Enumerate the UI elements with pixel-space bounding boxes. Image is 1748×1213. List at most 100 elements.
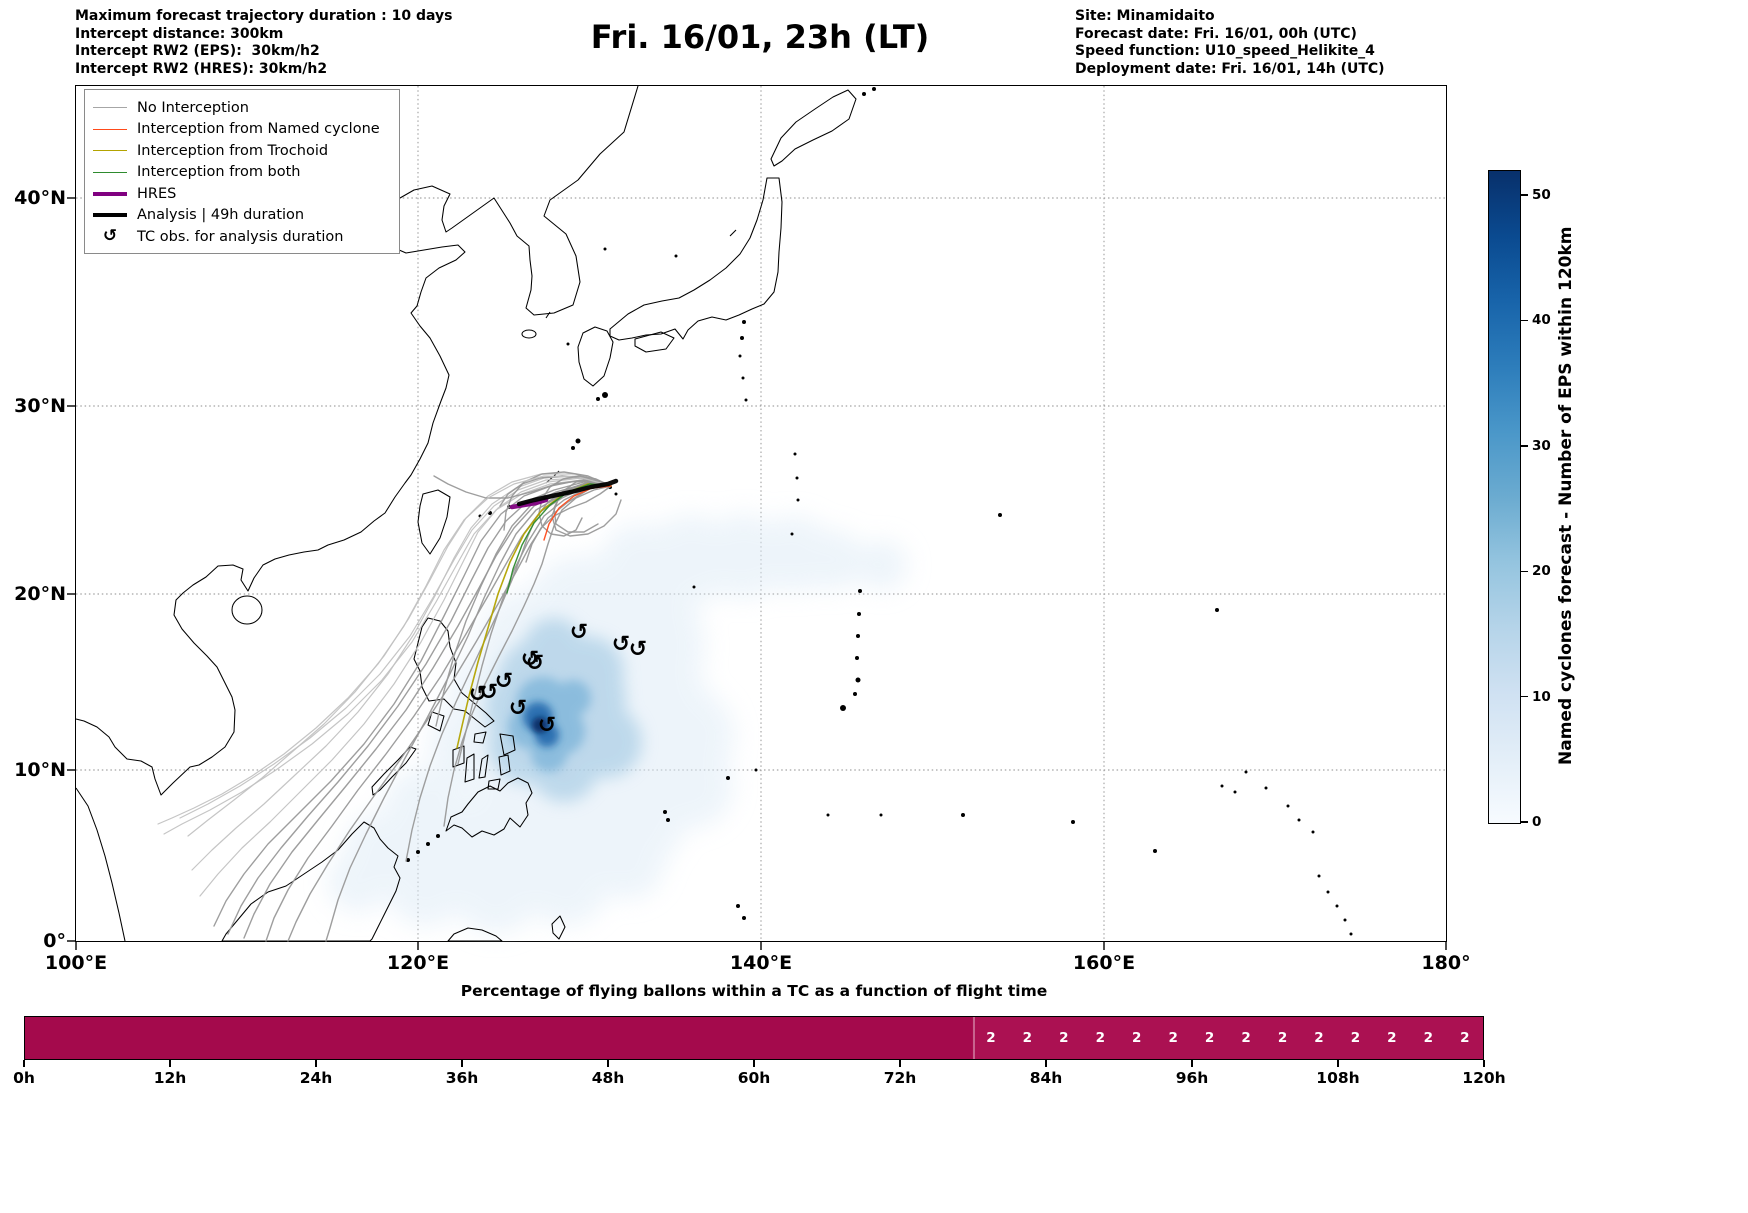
island-dot xyxy=(426,842,430,846)
island-dot xyxy=(436,834,440,838)
trajectory xyxy=(538,475,612,537)
heat-blob xyxy=(555,680,591,716)
tc-observation-marker: ↺ xyxy=(495,669,513,694)
colorbar-tick-label: 20 xyxy=(1532,563,1551,580)
tc-observation-marker: ↺ xyxy=(509,696,527,721)
strip-segment-divider xyxy=(972,1017,975,1059)
strip-axis-tick xyxy=(169,1060,171,1067)
island-dot xyxy=(741,376,745,380)
colorbar-tick-label: 40 xyxy=(1532,312,1551,329)
coast-halmahera xyxy=(551,915,566,940)
coast-kyushu xyxy=(577,326,614,387)
info-speed-function: Speed function: U10_speed_Helikite_4 xyxy=(1075,43,1375,59)
site-info-block: Site: Minamidaito Forecast date: Fri. 16… xyxy=(1075,8,1385,78)
island-dot xyxy=(795,476,799,480)
coast-shikoku xyxy=(634,331,675,353)
map-legend: No Interception Interception from Named c… xyxy=(84,89,400,254)
legend-line-swatch xyxy=(93,128,127,130)
coast-tsushima xyxy=(545,311,551,319)
coast-borneo xyxy=(221,821,401,942)
island-dot xyxy=(740,336,744,340)
legend-line-swatch xyxy=(93,213,127,218)
island-dot xyxy=(663,810,667,814)
island-dot xyxy=(1153,849,1157,853)
trajectory xyxy=(499,475,612,507)
heat-blob xyxy=(531,736,567,772)
heat-blob xyxy=(524,841,608,925)
strip-value-label: 2 xyxy=(1314,1030,1324,1046)
strip-axis-tick xyxy=(1045,1060,1047,1067)
strip-value-label: 2 xyxy=(1132,1030,1142,1046)
coast-samar xyxy=(499,733,516,756)
tc-symbol-glyph: ↺ xyxy=(102,226,118,247)
legend-entry: Interception from Trochoid xyxy=(93,140,391,162)
heat-blob xyxy=(524,618,584,678)
island-dot xyxy=(692,585,696,589)
coast-hokkaido xyxy=(770,89,857,167)
figure-title: Fri. 16/01, 23h (LT) xyxy=(590,18,930,56)
strip-axis-tick xyxy=(899,1060,901,1067)
map-canvas: ↺ ↺↺↺↺↺↺↺↺↺ xyxy=(67,85,1447,950)
island-dot xyxy=(855,677,861,683)
x-axis-tick-label: 100°E xyxy=(44,952,108,974)
param-intercept-rw2-eps: Intercept RW2 (EPS): 30km/h2 xyxy=(75,43,320,59)
heat-blob xyxy=(386,846,466,926)
island-dot xyxy=(793,452,797,456)
colorbar-tick-label: 0 xyxy=(1532,814,1542,830)
strip-axis-tick-label: 36h xyxy=(445,1069,479,1087)
legend-entry: No Interception xyxy=(93,97,391,119)
island-dot xyxy=(790,532,794,536)
tc-observation-marker: ↺ xyxy=(526,651,544,676)
coastlines xyxy=(75,85,857,942)
strip-axis-tick-label: 72h xyxy=(883,1069,917,1087)
colorbar-tick xyxy=(1521,445,1528,447)
island-dot xyxy=(1349,932,1353,936)
island-dot xyxy=(1233,790,1237,794)
tc-observation-marker: ↺ xyxy=(521,647,539,672)
legend-label: TC obs. for analysis duration xyxy=(137,228,344,245)
island-dot xyxy=(742,916,746,920)
tc-observation-marker: ↺ xyxy=(538,713,556,738)
island-dot xyxy=(1317,874,1321,878)
heat-blob xyxy=(328,852,388,912)
coast-jeju xyxy=(521,329,537,339)
strip-axis-tick-label: 48h xyxy=(591,1069,625,1087)
coast-honshu xyxy=(609,177,783,341)
colorbar-tick-label: 30 xyxy=(1532,437,1551,454)
colorbar-tick xyxy=(1521,821,1528,823)
trajectory xyxy=(199,477,612,897)
coast-sulawesi xyxy=(447,927,503,942)
legend-entry: Interception from both xyxy=(93,162,391,184)
balloon-trajectories xyxy=(157,471,622,942)
island-dot xyxy=(614,492,618,496)
island-dot xyxy=(1343,918,1347,922)
coast-negros xyxy=(464,753,475,783)
strip-axis-tick-label: 24h xyxy=(299,1069,333,1087)
map-panel: ↺ ↺ ↺ ↺ ↺ ↺ ↺ ↺ ↺ ↺ No Interception Interception f… xyxy=(14,85,1471,974)
strip-value-label: 2 xyxy=(986,1030,996,1046)
coast-mindanao xyxy=(445,777,533,838)
island-dot xyxy=(575,438,581,444)
island-dot xyxy=(1286,804,1290,808)
y-axis-tick-label: 40°N xyxy=(14,187,66,209)
analysis-and-hres-tracks xyxy=(509,478,619,510)
island-dot xyxy=(571,446,575,450)
colorbar-tick xyxy=(1521,695,1528,698)
island-dot xyxy=(602,392,608,398)
param-intercept-distance: Intercept distance: 300km xyxy=(75,25,284,42)
island-dot xyxy=(826,813,830,817)
trajectory xyxy=(405,481,612,862)
colorbar-tick-label: 50 xyxy=(1532,187,1551,204)
heat-layer-core xyxy=(532,717,548,733)
param-intercept-rw2-hres: Intercept RW2 (HRES): 30km/h2 xyxy=(75,60,328,77)
trajectory xyxy=(179,477,612,819)
x-axis-tick-label: 180° xyxy=(1421,952,1471,974)
island-dot xyxy=(1071,820,1075,824)
island-dot xyxy=(1215,608,1219,612)
trajectory xyxy=(157,475,612,825)
tc-observation-marker: ↺ xyxy=(480,680,498,705)
island-dot xyxy=(857,612,861,616)
legend-line xyxy=(93,128,127,130)
strip-axis-tick-label: 84h xyxy=(1029,1069,1063,1087)
